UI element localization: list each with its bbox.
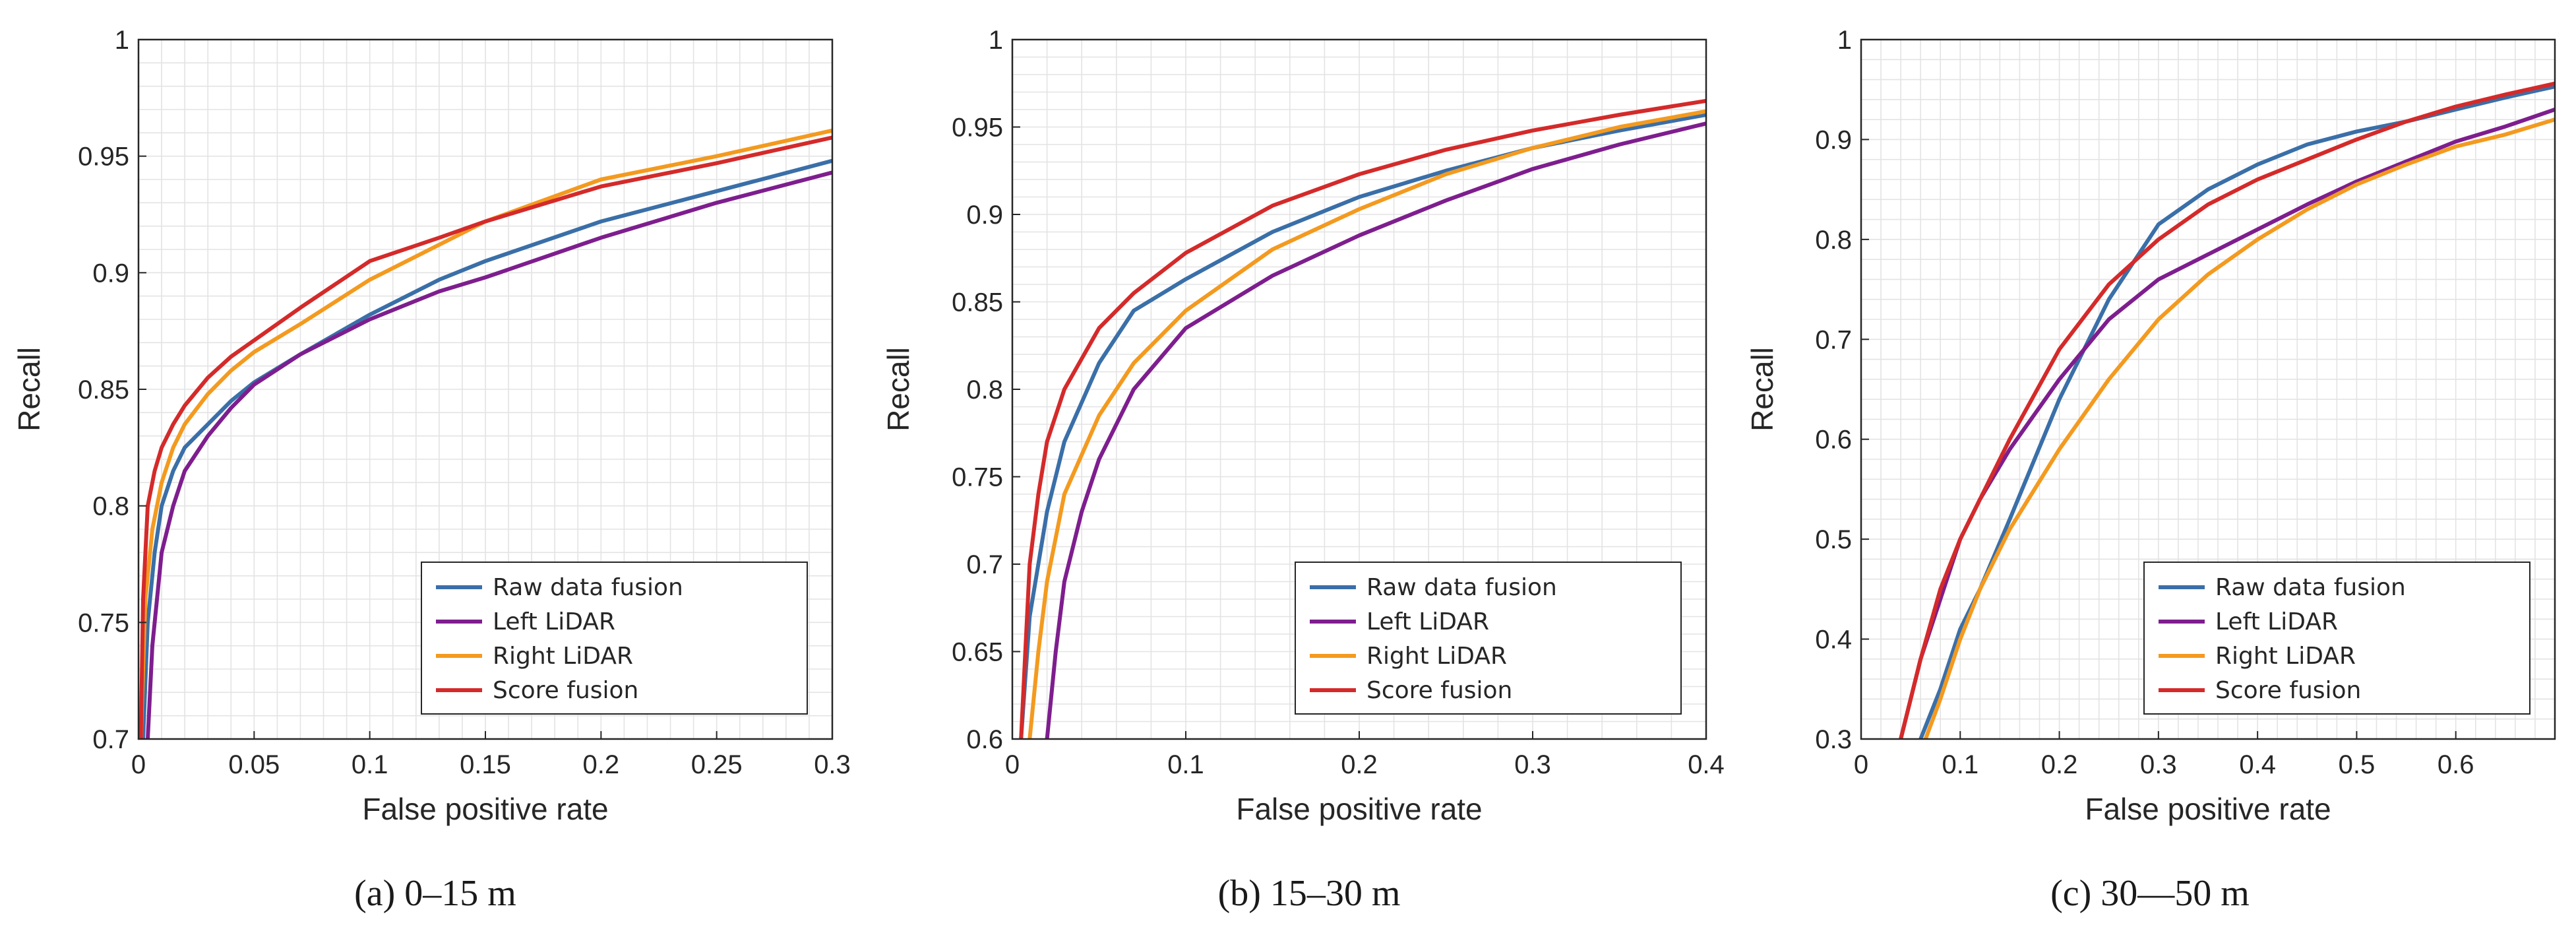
legend-entry-label: Left LiDAR bbox=[493, 608, 615, 635]
y-tick-label: 0.8 bbox=[966, 375, 1003, 404]
series-line-left-lidar bbox=[1045, 121, 1706, 739]
panel-caption: (b) 15–30 m bbox=[1218, 873, 1401, 914]
legend-entry-label: Right LiDAR bbox=[1366, 643, 1507, 670]
y-tick-label: 0.95 bbox=[78, 143, 129, 172]
panel-caption: (c) 30—50 m bbox=[2050, 873, 2250, 914]
x-tick-label: 0.25 bbox=[691, 750, 743, 779]
series-line-right-lidar bbox=[138, 128, 832, 739]
x-tick-label: 0.1 bbox=[1167, 750, 1204, 779]
legend-entry-label: Score fusion bbox=[493, 677, 638, 704]
x-axis-label: False positive rate bbox=[362, 792, 608, 826]
y-axis-label: Recall bbox=[881, 347, 915, 432]
y-tick-label: 0.85 bbox=[952, 288, 1003, 317]
x-tick-label: 0.3 bbox=[814, 750, 851, 779]
x-tick-label: 0.4 bbox=[2239, 750, 2276, 779]
legend-entry-label: Score fusion bbox=[2215, 677, 2361, 704]
legend: Raw data fusion Left LiDAR Right LiDAR Scor… bbox=[2143, 562, 2530, 715]
y-tick-label: 1 bbox=[1837, 26, 1852, 55]
y-tick-label: 0.75 bbox=[78, 608, 129, 637]
x-tick-label: 0.3 bbox=[2140, 750, 2177, 779]
y-tick-label: 0.7 bbox=[966, 550, 1003, 579]
y-tick-label: 0.8 bbox=[1815, 226, 1852, 255]
x-tick-label: 0 bbox=[131, 750, 146, 779]
y-tick-label: 1 bbox=[989, 26, 1003, 55]
legend-entry-label: Score fusion bbox=[1366, 677, 1512, 704]
panel-caption: (a) 0–15 m bbox=[354, 873, 516, 914]
chart-panel-2: 0 0.1 0.2 0.3 0.4 0.6 0.65 0.7 0.75 0.8 0.85 0.9 0.9… bbox=[881, 26, 1725, 914]
y-axis-label: Recall bbox=[1745, 347, 1779, 432]
y-tick-label: 0.9 bbox=[92, 259, 129, 288]
x-tick-label: 0.15 bbox=[460, 750, 511, 779]
legend-entry-label: Raw data fusion bbox=[493, 574, 683, 601]
legend-entry-label: Raw data fusion bbox=[1366, 574, 1557, 601]
x-tick-label: 0.2 bbox=[583, 750, 620, 779]
legend-box bbox=[2143, 562, 2530, 715]
x-tick-label: 0.05 bbox=[228, 750, 280, 779]
y-tick-label: 0.6 bbox=[966, 725, 1003, 754]
series-line-score-fusion bbox=[138, 135, 832, 739]
legend-box bbox=[421, 562, 808, 715]
legend-box bbox=[1295, 562, 1682, 715]
y-tick-label: 0.9 bbox=[966, 201, 1003, 230]
y-tick-label: 0.8 bbox=[92, 492, 129, 521]
y-tick-label: 0.7 bbox=[1815, 325, 1852, 354]
chart-panel-3: 0 0.1 0.2 0.3 0.4 0.5 0.6 0.3 0.4 0.5 0.6 0.7 0.8 0.9… bbox=[1745, 26, 2556, 914]
legend-entry-label: Right LiDAR bbox=[2215, 643, 2356, 670]
legend-entry-label: Raw data fusion bbox=[2215, 574, 2406, 601]
series-line-left-lidar bbox=[146, 170, 832, 739]
x-tick-label: 0.4 bbox=[1688, 750, 1725, 779]
x-tick-label: 0.6 bbox=[2438, 750, 2474, 779]
x-tick-label: 0.3 bbox=[1514, 750, 1551, 779]
y-tick-label: 0.4 bbox=[1815, 626, 1852, 655]
x-tick-label: 0.1 bbox=[352, 750, 388, 779]
x-tick-label: 0.2 bbox=[2041, 750, 2078, 779]
x-tick-label: 0 bbox=[1005, 750, 1020, 779]
y-tick-label: 0.3 bbox=[1815, 725, 1852, 754]
x-tick-label: 0.1 bbox=[1942, 750, 1978, 779]
y-tick-label: 0.6 bbox=[1815, 426, 1852, 455]
series-line-raw-data-fusion bbox=[141, 158, 832, 739]
y-tick-label: 0.5 bbox=[1815, 525, 1852, 554]
x-tick-label: 0 bbox=[1854, 750, 1868, 779]
legend: Raw data fusion Left LiDAR Right LiDAR Scor… bbox=[421, 562, 808, 715]
y-tick-label: 0.9 bbox=[1815, 125, 1852, 154]
y-tick-label: 0.95 bbox=[952, 113, 1003, 143]
x-axis-label: False positive rate bbox=[1236, 792, 1482, 826]
legend: Raw data fusion Left LiDAR Right LiDAR Scor… bbox=[1295, 562, 1682, 715]
legend-entry-label: Left LiDAR bbox=[1366, 608, 1489, 635]
chart-panel-1: 0 0.05 0.1 0.15 0.2 0.25 0.3 0.7 0.75 0.8 0.85 0.9 0… bbox=[12, 26, 851, 914]
y-tick-label: 0.75 bbox=[952, 463, 1003, 492]
y-tick-label: 0.7 bbox=[92, 725, 129, 754]
x-tick-label: 0.5 bbox=[2339, 750, 2376, 779]
legend-entry-label: Right LiDAR bbox=[493, 643, 633, 670]
y-axis-label: Recall bbox=[12, 347, 46, 432]
y-tick-label: 0.65 bbox=[952, 638, 1003, 667]
y-tick-label: 0.85 bbox=[78, 375, 129, 404]
series-line-score-fusion bbox=[1019, 98, 1706, 739]
series-line-score-fusion bbox=[1899, 81, 2555, 739]
x-tick-label: 0.2 bbox=[1341, 750, 1378, 779]
legend-entry-label: Left LiDAR bbox=[2215, 608, 2338, 635]
axes-box bbox=[1860, 38, 2556, 740]
x-axis-label: False positive rate bbox=[2085, 792, 2331, 826]
y-tick-label: 1 bbox=[115, 26, 129, 55]
series-line-right-lidar bbox=[1923, 117, 2555, 739]
series-line-right-lidar bbox=[1027, 109, 1706, 739]
